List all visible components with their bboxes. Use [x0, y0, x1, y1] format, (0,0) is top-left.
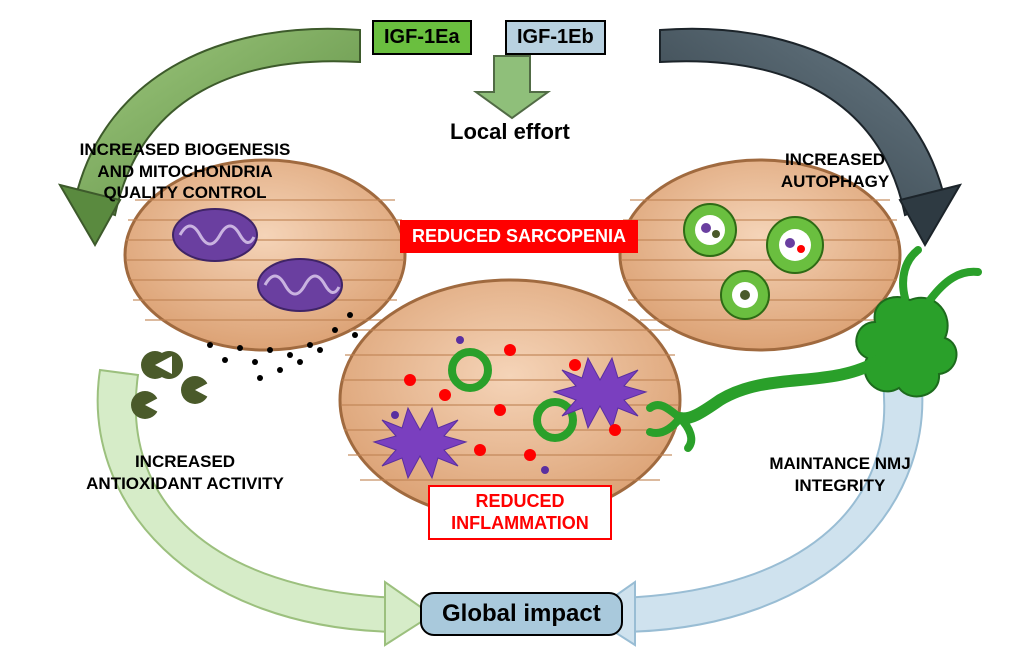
label-local-effort: Local effort	[450, 118, 570, 146]
autophagosome-icon	[684, 204, 736, 256]
label-igf1eb-text: IGF-1Eb	[517, 26, 594, 48]
autophagosome-icon	[721, 271, 769, 319]
label-sarcopenia: REDUCED SARCOPENIA	[400, 220, 638, 253]
antioxidant-enzyme-icon	[141, 351, 183, 379]
down-arrow-icon	[476, 56, 548, 118]
antioxidant-enzyme-icon	[181, 376, 212, 404]
diagram-canvas	[0, 0, 1020, 667]
label-inflammation: REDUCED INFLAMMATION	[428, 485, 612, 540]
label-igf1eb: IGF-1Eb	[505, 20, 606, 55]
autophagosome-icon	[767, 217, 823, 273]
label-nmj: MAINTANCE NMJ INTEGRITY	[750, 432, 930, 496]
fiber-center	[340, 280, 680, 520]
label-igf1ea: IGF-1Ea	[372, 20, 472, 55]
label-igf1ea-text: IGF-1Ea	[384, 26, 460, 48]
antioxidant-enzyme-icon	[131, 391, 162, 419]
label-global-impact: Global impact	[420, 592, 623, 636]
label-biogenesis: INCREASED BIOGENESIS AND MITOCHONDRIA QU…	[70, 118, 300, 203]
label-autophagy: INCREASED AUTOPHAGY	[760, 128, 910, 192]
label-antioxidant: INCREASED ANTIOXIDANT ACTIVITY	[60, 430, 310, 494]
mitochondrion-icon	[173, 209, 257, 261]
mitochondrion-icon	[258, 259, 342, 311]
